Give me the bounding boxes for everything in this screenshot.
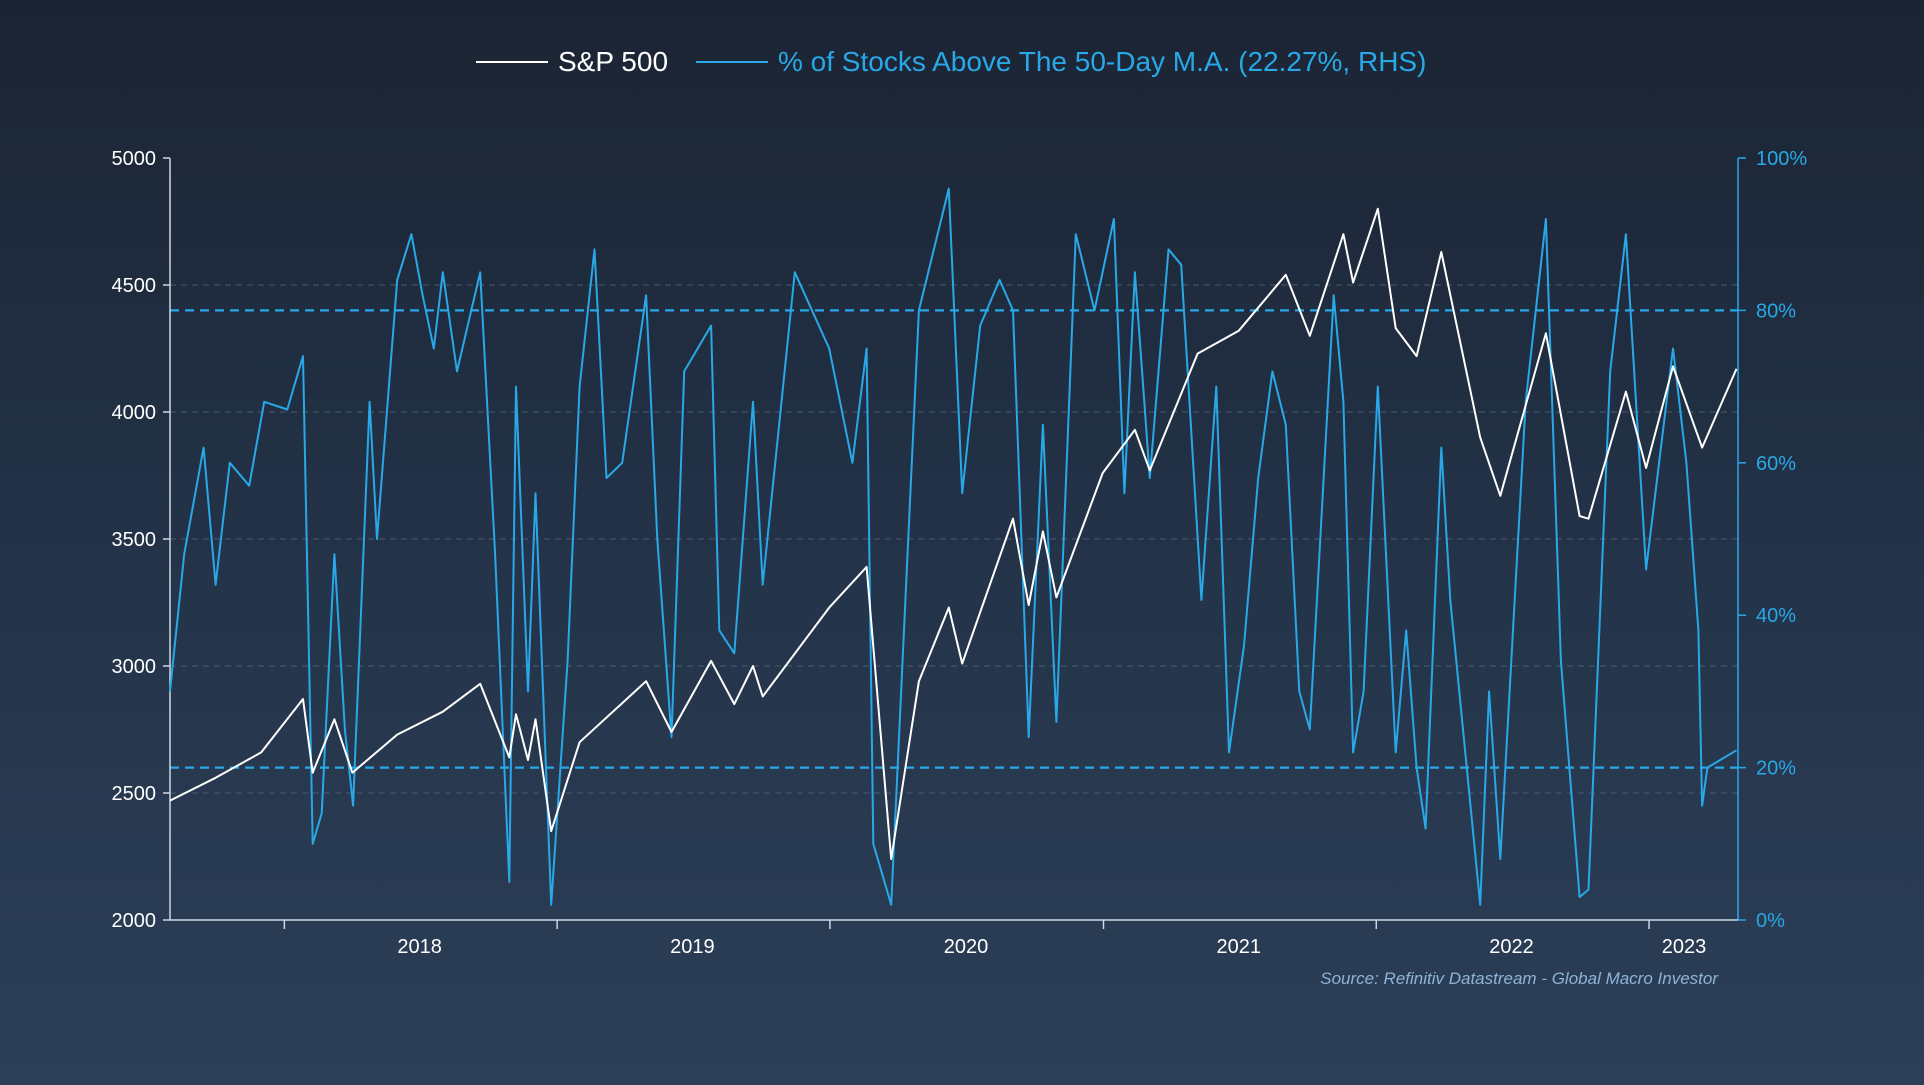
series-line-sp500 — [169, 207, 1738, 860]
x-tick-label: 2022 — [1489, 936, 1534, 958]
right-tick-label: 60% — [1756, 453, 1796, 475]
left-tick-label: 4500 — [112, 275, 157, 297]
gridlines — [170, 284, 1738, 794]
x-tick-label: 2021 — [1217, 936, 1262, 958]
x-tick-label: 2023 — [1662, 936, 1707, 958]
legend-label-spx: S&P 500 — [558, 46, 668, 77]
right-axis-ticks: 100% 80% 60% 40% 20% 0% — [1738, 148, 1807, 932]
left-tick-label: 2500 — [112, 783, 157, 805]
left-axis-ticks: 5000 4500 4000 3500 3000 2500 2000 — [112, 148, 170, 932]
right-tick-label: 20% — [1756, 758, 1796, 780]
x-axis-ticks: 2018 2019 2020 2021 2022 2023 — [283, 920, 1707, 958]
legend: S&P 500 % of Stocks Above The 50-Day M.A… — [476, 46, 1426, 77]
series-line-pct-above-50dma — [169, 187, 1738, 906]
source-note: Source: Refinitiv Datastream - Global Ma… — [1320, 969, 1719, 988]
left-tick-label: 2000 — [112, 910, 157, 932]
x-tick-label: 2020 — [944, 936, 989, 958]
right-tick-label: 80% — [1756, 300, 1796, 322]
left-tick-label: 5000 — [112, 148, 157, 170]
left-tick-label: 3500 — [112, 529, 157, 551]
right-tick-label: 0% — [1756, 910, 1785, 932]
right-tick-label: 40% — [1756, 605, 1796, 627]
x-tick-label: 2018 — [397, 936, 442, 958]
right-tick-label: 100% — [1756, 148, 1807, 170]
legend-label-pct: % of Stocks Above The 50-Day M.A. (22.27… — [778, 46, 1426, 77]
left-tick-label: 3000 — [112, 656, 157, 678]
left-tick-label: 4000 — [112, 402, 157, 424]
x-tick-label: 2019 — [670, 936, 715, 958]
